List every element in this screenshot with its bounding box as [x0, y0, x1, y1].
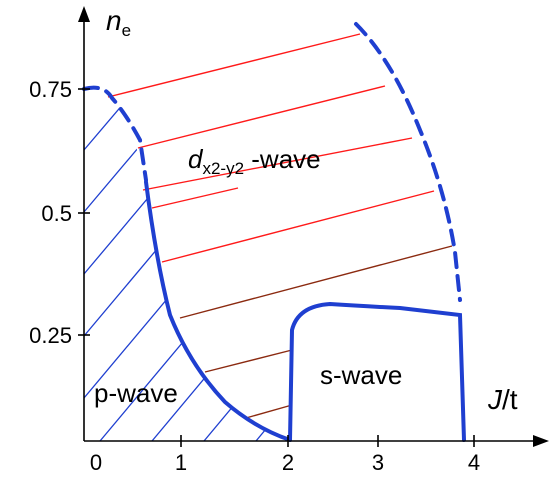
y-axis-arrow	[78, 6, 90, 22]
x-tick-label: 4	[468, 450, 480, 475]
d-wave-label: dx2-y2 -wave	[188, 144, 321, 178]
x-tick-label: 2	[282, 450, 294, 475]
axes	[78, 6, 549, 447]
d-wave-dashed-boundary	[82, 85, 148, 182]
x-tick-label: 1	[175, 450, 187, 475]
d-wave-label-sub: x2-y2	[202, 159, 244, 178]
y-axis-title-sub: e	[122, 21, 131, 40]
p-wave-boundary	[144, 180, 292, 442]
x-axis-title: J/t	[487, 384, 518, 415]
y-axis-title: ne	[106, 5, 131, 40]
p-wave-label: p-wave	[94, 378, 178, 408]
x-tick-label: 3	[372, 450, 384, 475]
d-wave-dashed-right	[354, 22, 462, 302]
d-wave-label-rest: -wave	[244, 144, 321, 174]
y-tick-label: 0.5	[41, 201, 72, 226]
y-axis-title-main: n	[106, 5, 122, 36]
x-axis-arrow	[533, 435, 549, 447]
x-tick-label: 0	[90, 450, 102, 475]
y-tick-label: 0.25	[29, 323, 72, 348]
d-wave-label-italic: d	[188, 144, 204, 174]
x-axis-title-main: J	[487, 384, 503, 415]
d-wave-hatching	[107, 33, 453, 419]
s-wave-boundary	[288, 301, 466, 442]
y-tick-label: 0.75	[29, 77, 72, 102]
x-axis-title-rest: /t	[502, 384, 518, 415]
s-wave-label: s-wave	[320, 360, 402, 390]
phase-boundaries	[82, 22, 466, 442]
